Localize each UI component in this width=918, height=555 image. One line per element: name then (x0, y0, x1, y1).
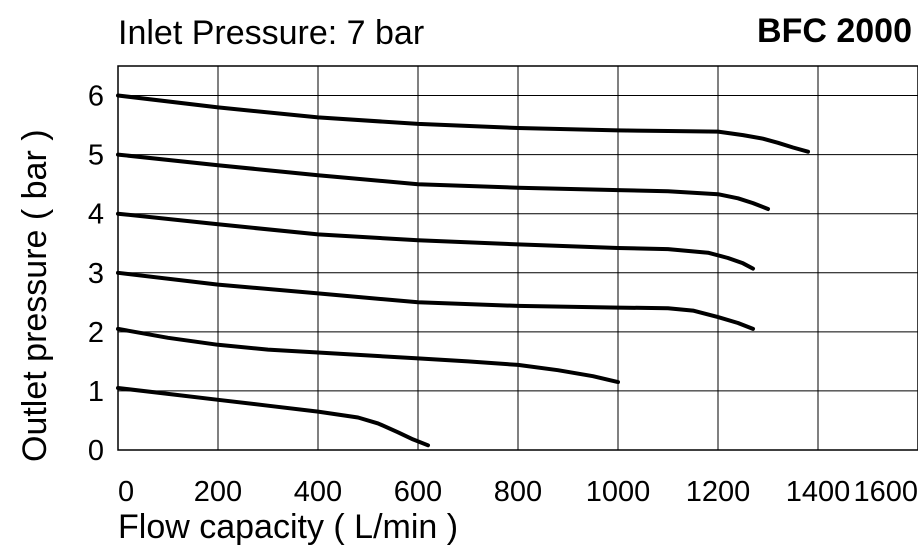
x-tick-label: 200 (194, 476, 242, 508)
x-tick-label: 800 (494, 476, 542, 508)
x-tick-label: 0 (118, 476, 134, 508)
series-line-3 (116, 211, 755, 271)
y-tick-label: 5 (88, 140, 104, 172)
series-line-2 (116, 152, 770, 211)
chart-subtitle: Inlet Pressure: 7 bar (118, 14, 425, 52)
y-tick-label: 1 (88, 376, 104, 408)
y-tick-label: 6 (88, 81, 104, 113)
series-line-6 (116, 386, 430, 448)
y-tick-labels: 0 1 2 3 4 5 6 (88, 81, 104, 467)
x-tick-label: 600 (394, 476, 442, 508)
x-tick-label: 400 (294, 476, 342, 508)
y-tick-label: 2 (88, 317, 104, 349)
x-tick-labels: 0 200 400 600 800 1000 1200 1400 1600 (118, 476, 918, 508)
y-tick-label: 4 (88, 199, 104, 231)
x-tick-label: 1400 (786, 476, 851, 508)
y-tick-label: 0 (88, 435, 104, 467)
series-line-4 (116, 270, 755, 331)
y-tick-label: 3 (88, 258, 104, 290)
series-line-1 (116, 93, 810, 154)
x-axis-label: Flow capacity ( L/min ) (118, 508, 459, 546)
chart-title: BFC 2000 (757, 12, 912, 50)
series-group (116, 93, 810, 448)
x-tick-label: 1000 (586, 476, 651, 508)
series-line-5 (116, 326, 620, 385)
grid (117, 65, 918, 451)
y-axis-label: Outlet pressure ( bar ) (16, 129, 54, 462)
x-tick-label: 1600 (853, 476, 918, 508)
x-tick-label: 1200 (686, 476, 751, 508)
